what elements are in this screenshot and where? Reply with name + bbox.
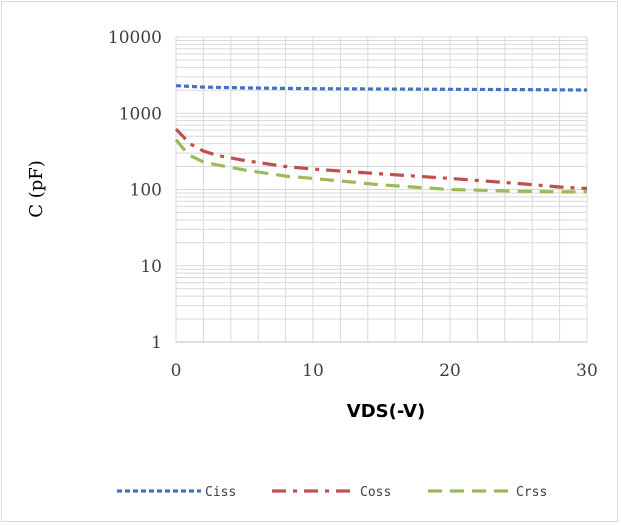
legend-label-ciss: Ciss <box>205 485 236 500</box>
legend-label-crss: Crss <box>516 485 547 500</box>
grid-lines <box>175 36 588 343</box>
y-tick-label: 1000 <box>119 104 162 124</box>
x-tick-label: 10 <box>302 361 324 381</box>
x-tick-label: 0 <box>171 361 182 381</box>
series-line-crss <box>174 138 587 194</box>
y-tick-label: 100 <box>130 181 162 201</box>
series-line-ciss <box>175 84 588 92</box>
legend: Ciss Coss Crss <box>117 485 547 500</box>
tick-labels: 1 10 100 1000 10000 0 10 20 30 <box>108 28 598 381</box>
legend-label-coss: Coss <box>360 485 391 500</box>
x-tick-label: 20 <box>439 361 461 381</box>
series-layer <box>174 84 588 194</box>
y-tick-label: 1 <box>151 333 162 353</box>
y-axis-label: C (pF) <box>26 160 47 218</box>
x-tick-label: 30 <box>576 361 598 381</box>
x-axis-label: VDS(-V) <box>347 401 425 422</box>
y-tick-label: 10 <box>140 257 162 277</box>
series-line-coss <box>174 127 588 191</box>
y-tick-label: 10000 <box>108 28 162 48</box>
